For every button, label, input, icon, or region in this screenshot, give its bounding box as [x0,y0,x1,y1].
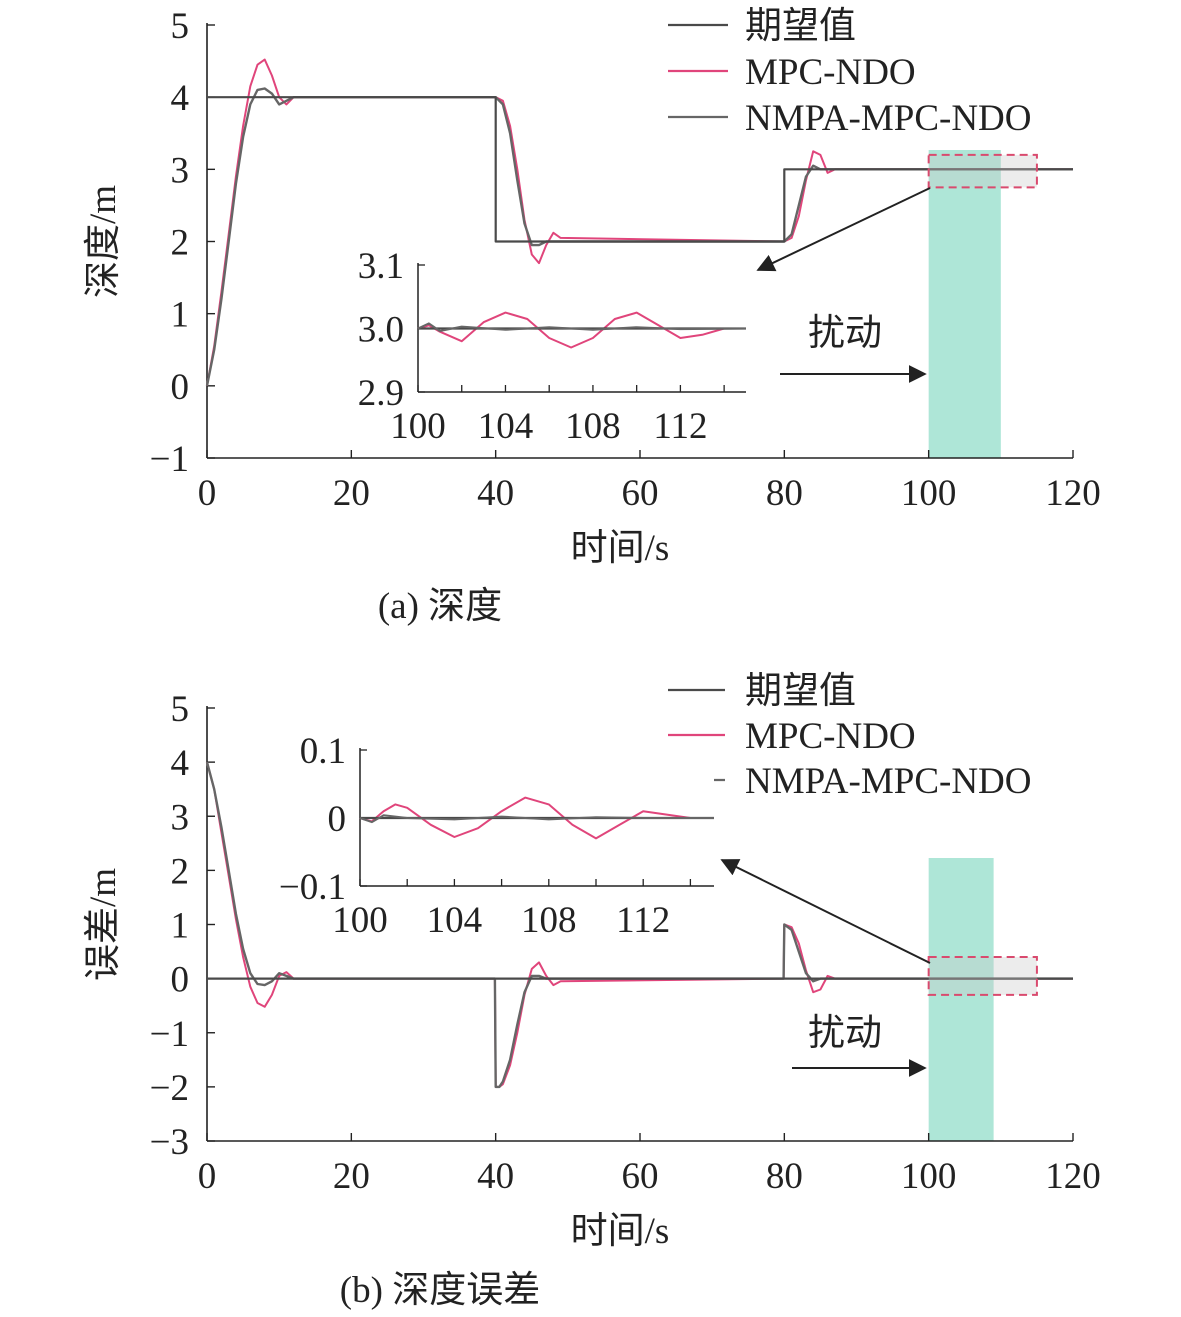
y-tick-label: 3 [171,797,190,838]
inset-y-tick-label: 3.0 [358,310,404,351]
series-line-desired [207,96,1073,243]
disturbance-annotation: 扰动 [808,313,882,354]
zoom-arrow [756,187,931,272]
caption: (a) 深度 [378,585,502,627]
y-tick-label: −2 [150,1068,189,1109]
y-tick-label: 4 [171,78,190,119]
disturbance-band [928,150,1001,458]
zoom-arrow [720,859,931,964]
x-tick-label: 60 [622,473,659,514]
inset-plot: 100 104 108 112 2.9 3.0 3.1 [358,246,747,447]
x-tick-label: 80 [766,473,803,514]
inset-y-tick-label: 2.9 [358,373,404,414]
y-tick-label: −3 [150,1122,189,1163]
inset-x-tick-label: 108 [521,900,577,941]
x-tick-label: 0 [198,1156,217,1197]
inset-series-line-nmpa-mpc-ndo [359,814,714,824]
zoom-box [927,955,1038,996]
inset-plot: 100 104 108 112 −0.1 0 0.1 [279,731,714,941]
x-tick-label: 60 [622,1156,659,1197]
legend: 期望值 MPC-NDO NMPA-MPC-NDO [668,6,1031,139]
inset-series-line-nmpa-mpc-ndo [417,322,747,332]
x-tick-label: 120 [1045,1156,1101,1197]
legend-label: 期望值 [745,671,856,712]
inset-y-tick-label: −0.1 [279,867,346,908]
inset-x-tick-label: 104 [478,406,534,447]
inset-y-tick-label: 0 [328,799,347,840]
y-tick-label: 1 [171,906,190,947]
inset-x-tick-label: 100 [390,406,446,447]
series-line-mpc-ndo [206,761,1073,1088]
zoom-box [927,153,1038,189]
caption: (b) 深度误差 [340,1269,540,1311]
series-line-nmpa-mpc-ndo [205,761,1073,1089]
x-tick-label: 40 [477,1156,514,1197]
y-tick-label: 5 [171,689,190,730]
y-tick-label: 2 [171,223,190,264]
y-tick-label: 4 [171,743,190,784]
series-line-nmpa-mpc-ndo [205,87,1073,387]
inset-x-tick-label: 104 [427,900,483,941]
inset-x-tick-label: 100 [332,900,388,941]
legend-label: NMPA-MPC-NDO [745,98,1031,139]
x-tick-label: 100 [901,473,957,514]
y-tick-label: 0 [171,960,190,1001]
legend-label: MPC-NDO [745,716,916,757]
inset-series-line-mpc-ndo [417,311,746,349]
inset-y-tick-label: 0.1 [300,731,346,772]
disturbance-band [928,858,994,1141]
inset-x-tick-label: 112 [616,900,670,941]
disturbance-annotation: 扰动 [808,1013,882,1054]
x-tick-label: 100 [901,1156,957,1197]
x-tick-label: 20 [333,473,370,514]
inset-x-tick-label: 112 [653,406,707,447]
y-tick-label: 0 [171,367,190,408]
x-tick-label: 40 [477,473,514,514]
x-axis-label: 时间/s [571,528,670,569]
inset-x-tick-label: 108 [565,406,621,447]
y-tick-label: 1 [171,295,190,336]
y-tick-label: 5 [171,6,190,47]
y-tick-label: 3 [171,150,190,191]
chart-b: 0 20 40 60 80 100 120 −3 −2 −1 0 1 2 3 4 5 时间/s 误差/m (b) 深… [82,671,1101,1311]
legend-label: NMPA-MPC-NDO [745,761,1031,802]
x-tick-label: 120 [1045,473,1101,514]
x-axis-label: 时间/s [571,1211,670,1252]
y-tick-label: −1 [150,1014,189,1055]
y-tick-label: 2 [171,851,190,892]
legend-label: MPC-NDO [745,52,916,93]
y-axis-label: 深度/m [82,185,124,298]
inset-y-tick-label: 3.1 [358,246,404,287]
inset-series-line-mpc-ndo [359,796,714,840]
x-tick-label: 0 [198,473,217,514]
x-tick-label: 80 [766,1156,803,1197]
y-tick-label: −1 [150,439,189,480]
x-tick-label: 20 [333,1156,370,1197]
legend-label: 期望值 [745,6,856,47]
y-axis-label: 误差/m [82,868,124,981]
